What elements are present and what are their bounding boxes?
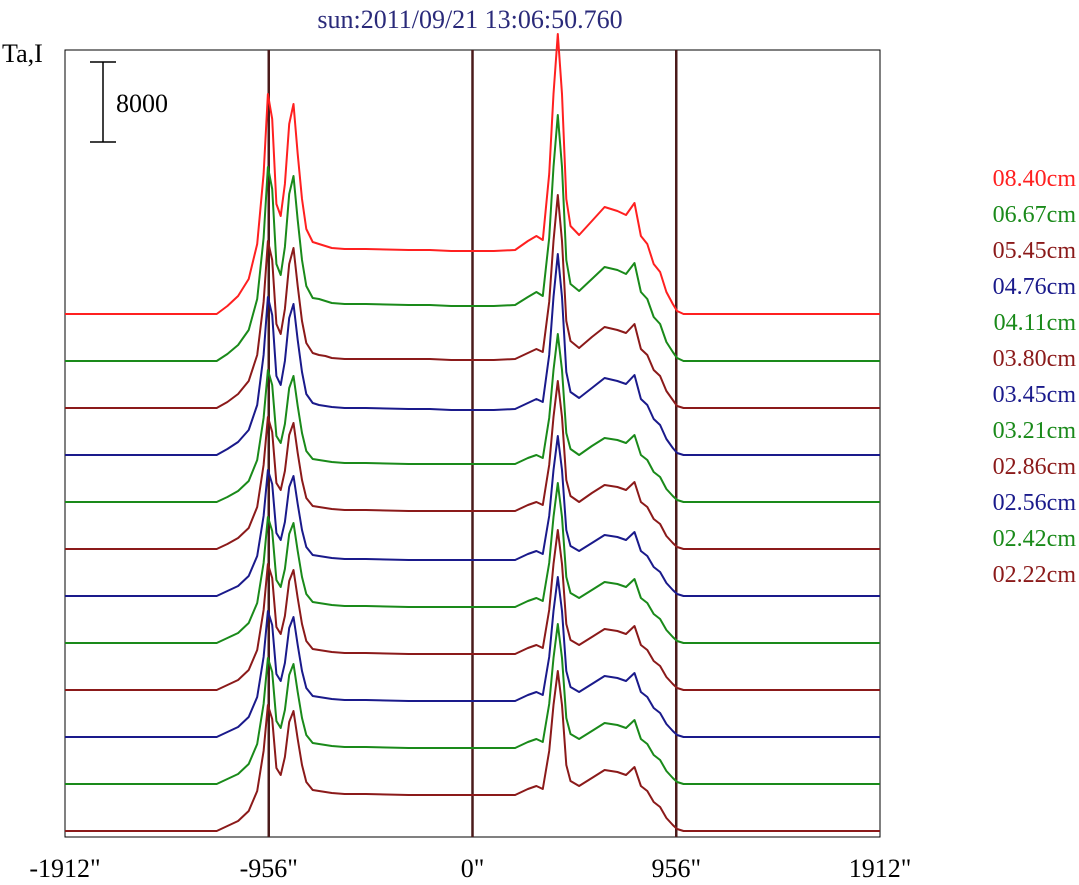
legend-item-06.67cm: 06.67cm <box>993 202 1077 228</box>
x-axis-ticks: -1912" -956" 0" 956" 1912" <box>29 854 911 883</box>
series-line-02.86cm <box>65 529 880 691</box>
series-line-03.21cm <box>65 482 880 644</box>
x-tick-label-1: -956" <box>240 854 298 883</box>
legend-item-02.86cm: 02.86cm <box>993 454 1077 480</box>
legend-item-03.45cm: 03.45cm <box>993 382 1077 408</box>
series-line-05.45cm <box>65 194 880 409</box>
x-tick-label-0: -1912" <box>29 854 100 883</box>
series-line-02.42cm <box>65 623 880 785</box>
scale-bar-label: 8000 <box>116 89 168 118</box>
legend-item-03.80cm: 03.80cm <box>993 346 1077 372</box>
legend: 08.40cm 06.67cm 05.45cm 04.76cm 04.11cm 03.80… <box>993 166 1077 588</box>
reference-lines <box>267 50 678 837</box>
chart-title: sun:2011/09/21 13:06:50.760 <box>317 5 622 34</box>
series-line-02.22cm <box>65 670 880 832</box>
legend-item-02.22cm: 02.22cm <box>993 562 1077 588</box>
series-line-03.45cm <box>65 435 880 597</box>
x-tick-label-4: 1912" <box>849 854 912 883</box>
series-group <box>65 33 880 832</box>
x-tick-label-2: 0" <box>461 854 485 883</box>
legend-item-03.21cm: 03.21cm <box>993 418 1077 444</box>
legend-item-04.76cm: 04.76cm <box>993 274 1077 300</box>
y-axis-label: Ta,I <box>2 39 43 68</box>
legend-item-05.45cm: 05.45cm <box>993 238 1077 264</box>
legend-item-02.42cm: 02.42cm <box>993 526 1077 552</box>
series-line-03.80cm <box>65 380 880 550</box>
series-line-04.11cm <box>65 333 880 503</box>
series-line-02.56cm <box>65 576 880 738</box>
series-line-04.76cm <box>65 253 880 456</box>
series-line-08.40cm <box>65 33 880 315</box>
series-line-06.67cm <box>65 114 880 362</box>
legend-item-04.11cm: 04.11cm <box>994 310 1077 336</box>
scale-bar: 8000 <box>90 61 168 143</box>
legend-item-02.56cm: 02.56cm <box>993 490 1077 516</box>
legend-item-08.40cm: 08.40cm <box>993 166 1077 192</box>
x-tick-label-3: 956" <box>651 854 701 883</box>
